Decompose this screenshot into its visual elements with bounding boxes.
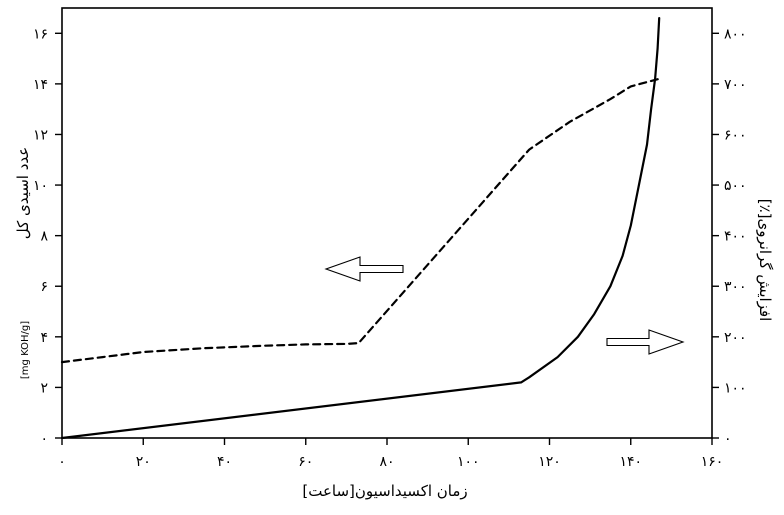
y-right-tick-label: ۴۰۰ <box>724 229 747 245</box>
y-right-tick-label: ۸۰۰ <box>724 26 747 42</box>
x-axis-ticks: ۰ ۲۰ ۴۰ ۶۰ ۸۰ ۱۰۰ ۱۲۰ ۱۴۰ ۱۶۰ <box>58 438 723 470</box>
x-tick-label: ۶۰ <box>298 454 313 470</box>
x-tick-label: ۱۴۰ <box>619 454 642 470</box>
series-line-viscosity-increase <box>60 17 661 440</box>
arrow-right-icon <box>606 329 685 355</box>
x-tick-label: ۱۰۰ <box>457 454 480 470</box>
x-tick-label: ۰ <box>58 454 66 470</box>
x-axis-title: زمان اکسیداسیون[ساعت] <box>302 482 467 500</box>
arrow-left-icon <box>324 256 404 282</box>
y-right-tick-label: ۵۰۰ <box>724 178 747 194</box>
y-left-axis-ticks: ۰ ۲ ۴ ۶ ۸ ۱۰ ۱۲ ۱۴ ۱۶ <box>33 26 62 447</box>
y-left-tick-label: ۴ <box>40 330 48 346</box>
y-right-axis-ticks: ۰ ۱۰۰ ۲۰۰ ۳۰۰ ۴۰۰ ۵۰۰ ۶۰۰ ۷۰۰ ۸۰۰ <box>712 26 747 447</box>
y-left-tick-label: ۱۲ <box>33 127 48 143</box>
y-right-tick-label: ۳۰۰ <box>724 279 747 295</box>
y-right-tick-label: ۱۰۰ <box>724 380 747 396</box>
y-left-axis-title: عدد اسیدی کل <box>14 147 32 239</box>
y-left-tick-label: ۶ <box>40 279 48 295</box>
y-left-tick-label: ۱۰ <box>33 178 48 194</box>
x-tick-label: ۱۲۰ <box>538 454 561 470</box>
x-tick-label: ۲۰ <box>136 454 151 470</box>
y-right-tick-label: ۶۰۰ <box>724 127 747 143</box>
y-left-axis-unit: [mg KOH/g] <box>20 321 31 379</box>
y-right-tick-label: ۷۰۰ <box>724 77 747 93</box>
y-right-tick-label: ۲۰۰ <box>724 330 747 346</box>
y-left-tick-label: ۲ <box>40 380 48 396</box>
y-right-axis-title: افزایش گرانروی[٪] <box>756 199 774 322</box>
series-line-acid-number <box>60 77 661 364</box>
annotation-arrows <box>324 256 685 355</box>
series-layer <box>60 17 661 440</box>
y-right-tick-label: ۰ <box>724 431 732 447</box>
x-tick-label: ۸۰ <box>379 454 394 470</box>
y-left-tick-label: ۱۴ <box>33 77 48 93</box>
axes-frame <box>61 7 713 439</box>
x-tick-label: ۴۰ <box>217 454 232 470</box>
x-tick-label: ۱۶۰ <box>701 454 724 470</box>
y-left-tick-label: ۰ <box>40 431 48 447</box>
plot-frame <box>61 7 713 439</box>
y-left-tick-label: ۱۶ <box>33 26 48 42</box>
y-left-tick-label: ۸ <box>40 229 48 245</box>
